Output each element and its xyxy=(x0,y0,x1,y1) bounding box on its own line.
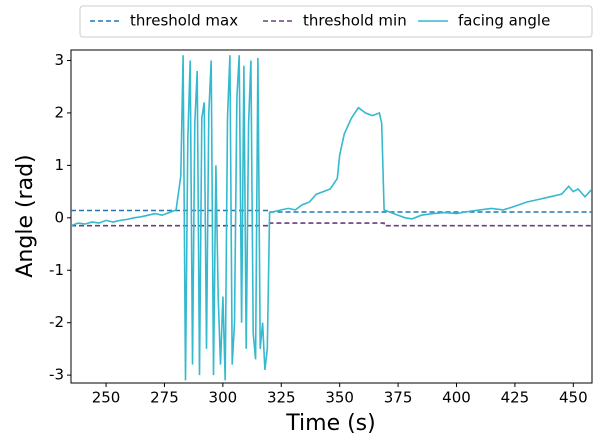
y-tick-label: 2 xyxy=(54,103,64,121)
y-tick-label: 3 xyxy=(54,51,64,69)
legend-label: threshold max xyxy=(130,12,238,30)
plot-frame xyxy=(70,49,593,384)
series-line xyxy=(71,55,592,381)
y-axis-label: Angle (rad) xyxy=(13,154,38,277)
series-line xyxy=(71,209,592,213)
legend-label: threshold min xyxy=(303,12,407,30)
y-tick-label: 1 xyxy=(54,156,64,174)
y-tick-label: -3 xyxy=(49,366,64,384)
x-tick-label: 400 xyxy=(442,389,471,407)
y-tick-label: 0 xyxy=(54,208,64,226)
legend-label: facing angle xyxy=(458,12,550,30)
x-tick-label: 275 xyxy=(150,389,179,407)
x-tick-label: 450 xyxy=(559,389,588,407)
x-tick-label: 325 xyxy=(267,389,296,407)
x-tick-label: 375 xyxy=(384,389,413,407)
y-tick-label: -2 xyxy=(49,313,64,331)
legend-box xyxy=(79,5,593,38)
series-line xyxy=(71,222,592,227)
y-tick-label: -1 xyxy=(49,261,64,279)
x-tick-label: 350 xyxy=(325,389,354,407)
x-tick-label: 250 xyxy=(92,389,121,407)
x-tick-label: 425 xyxy=(501,389,530,407)
x-axis-label: Time (s) xyxy=(285,411,375,436)
x-tick-label: 300 xyxy=(209,389,238,407)
